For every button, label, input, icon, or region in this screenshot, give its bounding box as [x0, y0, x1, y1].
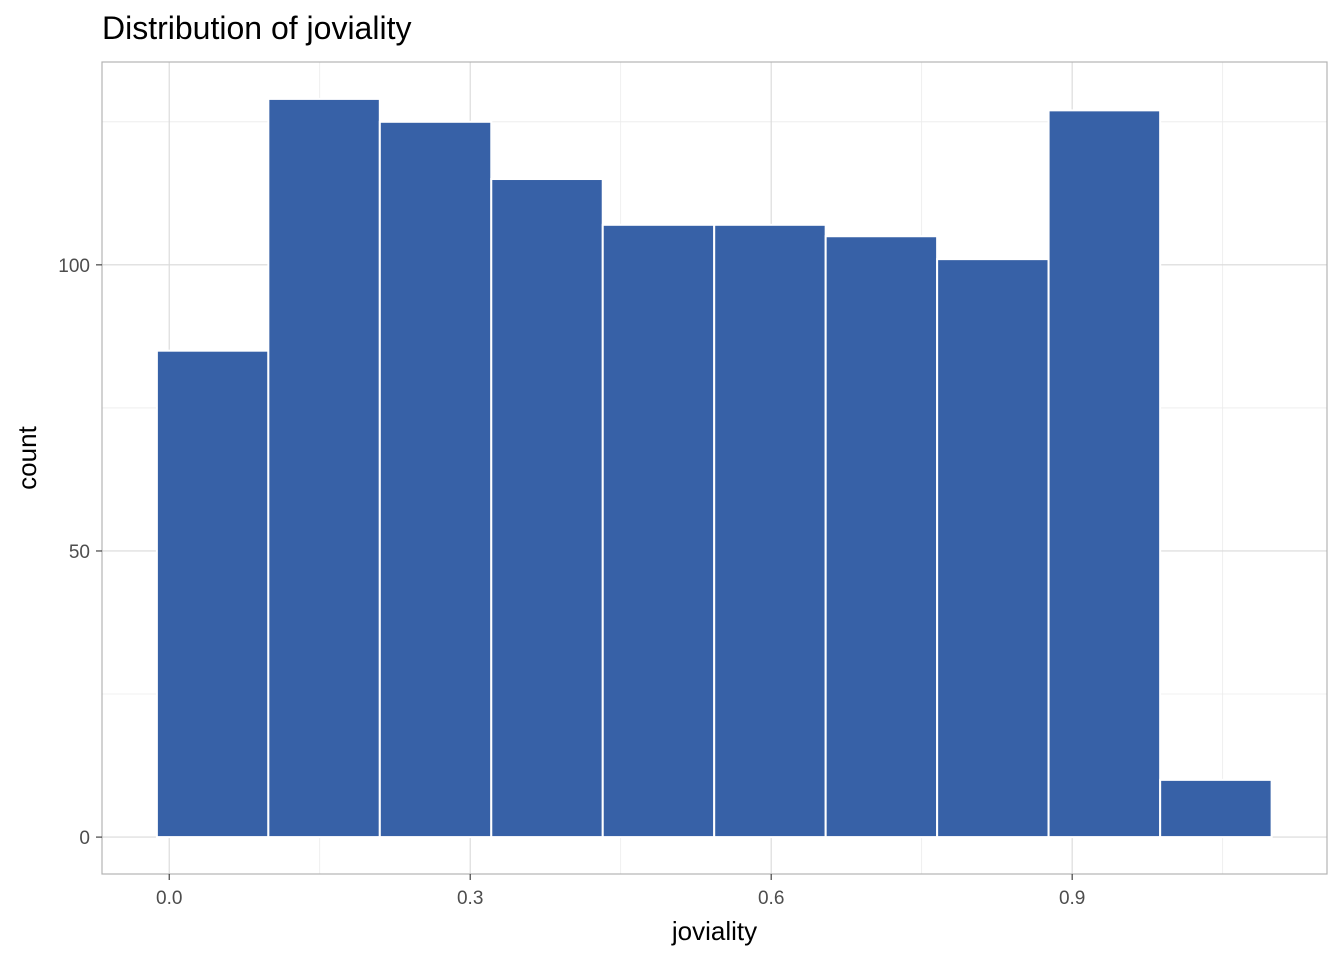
histogram-bar — [1159, 778, 1273, 839]
histogram-bar — [267, 97, 381, 839]
chart-title: Distribution of joviality — [102, 10, 411, 46]
histogram-bar — [824, 235, 939, 839]
x-axis-ticks: 0.0 0.3 0.6 0.9 — [156, 874, 1085, 909]
histogram-bars — [155, 97, 1273, 839]
histogram-bar — [1047, 109, 1162, 839]
histogram-bar — [601, 223, 716, 839]
x-axis-title: joviality — [671, 916, 757, 946]
y-axis-title: count — [12, 425, 42, 489]
panel-border — [101, 61, 1328, 875]
x-tick-label: 0.3 — [457, 888, 483, 909]
y-axis-ticks: 0 50 100 — [58, 256, 102, 849]
y-tick-label: 0 — [79, 828, 90, 849]
histogram-bar — [155, 349, 270, 839]
histogram-bar — [378, 120, 493, 839]
x-tick-label: 0.0 — [156, 888, 182, 909]
histogram-bar — [936, 258, 1050, 839]
x-tick-label: 0.6 — [758, 888, 784, 909]
histogram-bar — [713, 223, 827, 839]
y-tick-label: 100 — [58, 256, 90, 277]
x-tick-label: 0.9 — [1059, 888, 1085, 909]
y-tick-label: 50 — [69, 542, 90, 563]
histogram-bar — [490, 178, 604, 839]
